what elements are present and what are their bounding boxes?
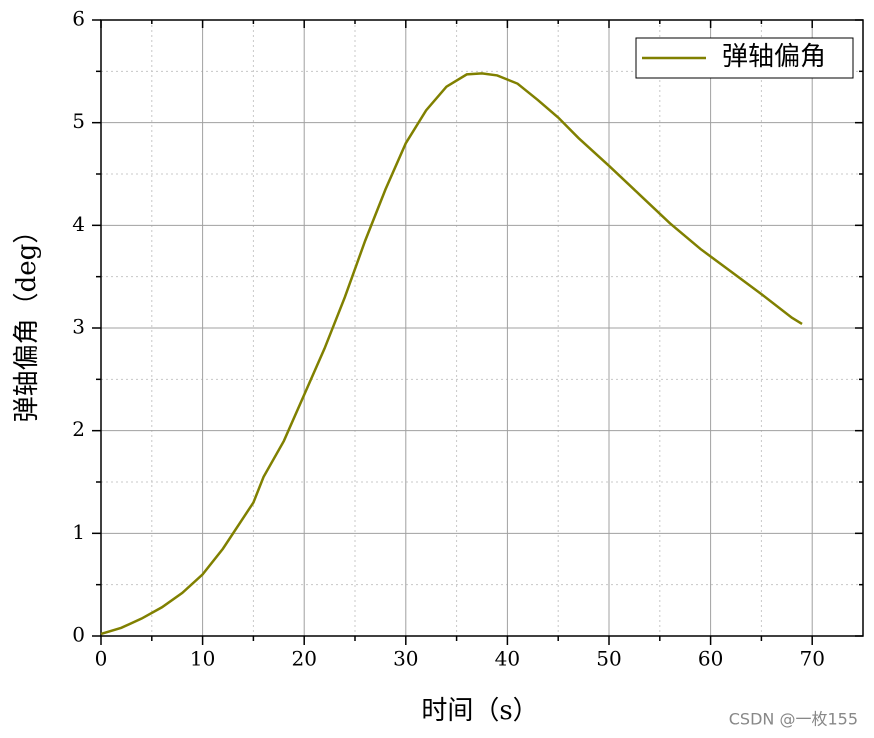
y-tick-label: 0 <box>72 623 85 647</box>
x-axis-label: 时间（s） <box>421 696 538 726</box>
x-tick-label: 30 <box>393 647 418 671</box>
plot-frame <box>100 19 864 637</box>
x-tick-label: 50 <box>596 647 621 671</box>
y-tick-label: 5 <box>72 109 85 133</box>
y-tick-label: 6 <box>72 7 85 31</box>
x-tick-label: 40 <box>495 647 520 671</box>
y-tick-label: 3 <box>72 315 85 339</box>
y-tick-label: 2 <box>72 417 85 441</box>
y-tick-label: 1 <box>72 520 85 544</box>
legend-label: 弹轴偏角 <box>722 42 826 72</box>
y-tick-label: 4 <box>72 212 85 236</box>
x-tick-label: 0 <box>95 647 108 671</box>
x-tick-label: 10 <box>190 647 215 671</box>
data-line <box>100 72 803 636</box>
y-axis-label: 弹轴偏角（deg） <box>12 218 42 423</box>
watermark: CSDN @一枚155 <box>729 710 858 729</box>
x-tick-label: 60 <box>698 647 723 671</box>
x-tick-label: 20 <box>291 647 316 671</box>
x-tick-label: 70 <box>799 647 824 671</box>
